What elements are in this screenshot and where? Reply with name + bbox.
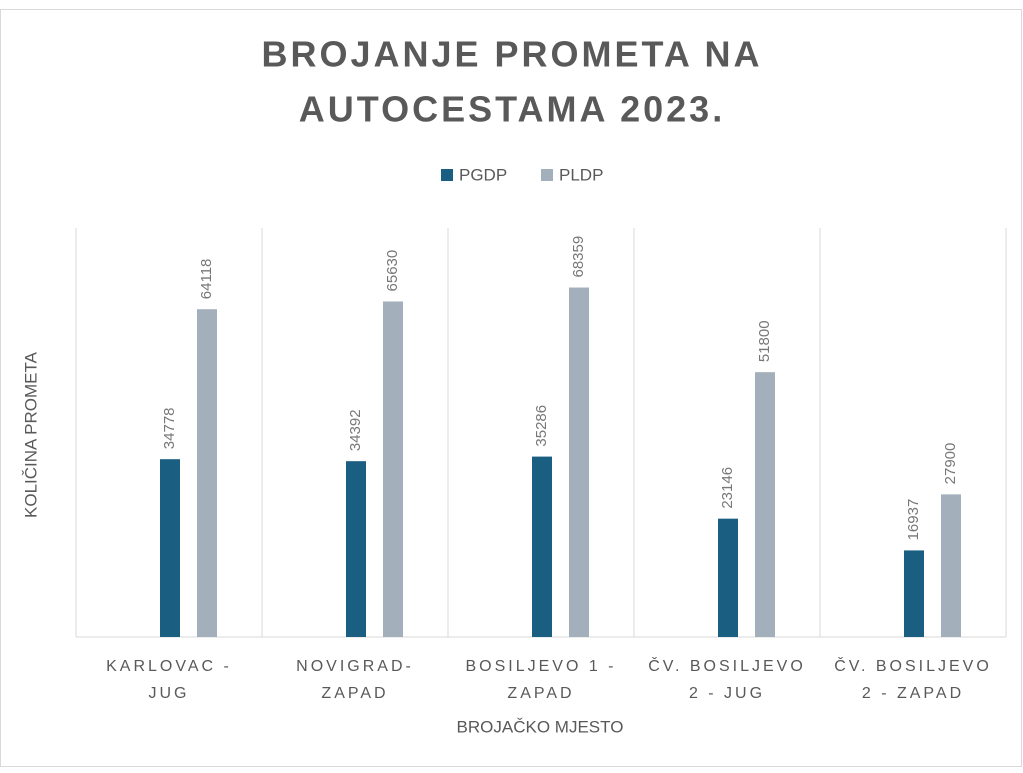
x-tick-label: JUG	[149, 685, 190, 702]
x-tick-label: ČV. BOSILJEVO	[834, 656, 992, 675]
x-tick-label: KARLOVAC -	[106, 658, 232, 675]
x-tick-label: ZAPAD	[321, 685, 388, 702]
x-tick-label: 2 - ZAPAD	[862, 685, 964, 702]
bar	[532, 456, 552, 637]
x-tick-label: NOVIGRAD-	[296, 658, 414, 675]
legend-swatch	[441, 169, 453, 181]
legend-label: PGDP	[459, 165, 507, 184]
data-label: 35286	[533, 405, 550, 447]
bar	[383, 301, 403, 637]
data-label: 27900	[942, 443, 959, 485]
bar	[197, 309, 217, 637]
data-label: 23146	[719, 467, 736, 509]
data-label: 68359	[570, 236, 587, 278]
bar	[941, 494, 961, 637]
bar	[755, 372, 775, 637]
y-axis-label: KOLIČINA PROMETA	[21, 351, 40, 518]
data-label: 64118	[198, 259, 215, 300]
data-label: 16937	[905, 499, 922, 541]
data-label: 65630	[384, 250, 401, 292]
x-tick-label: ZAPAD	[507, 685, 574, 702]
bar	[718, 518, 738, 637]
x-tick-label: ČV. BOSILJEVO	[648, 656, 806, 675]
bar	[346, 461, 366, 637]
x-tick-label: BOSILJEVO 1 -	[465, 658, 616, 675]
chart-title: BROJANJE PROMETA NA	[261, 34, 762, 75]
chart-title: AUTOCESTAMA 2023.	[299, 89, 725, 130]
data-label: 51800	[756, 320, 773, 362]
bar	[569, 287, 589, 637]
legend-label: PLDP	[559, 165, 603, 184]
x-axis-label: BROJAČKO MJESTO	[457, 717, 624, 736]
data-label: 34778	[161, 407, 178, 449]
bar	[904, 550, 924, 637]
x-tick-label: 2 - JUG	[689, 685, 765, 702]
chart-border	[0, 9, 1022, 767]
data-label: 34392	[347, 409, 364, 451]
bar	[160, 459, 180, 637]
legend-swatch	[541, 169, 553, 181]
